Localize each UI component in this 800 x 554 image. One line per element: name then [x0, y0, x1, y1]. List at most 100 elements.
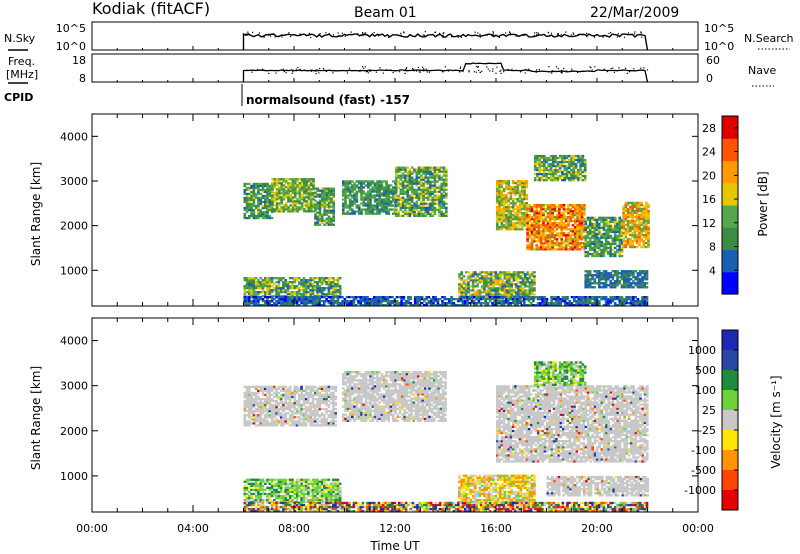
- heatmap-cell: [609, 244, 612, 248]
- heatmap-cell: [511, 302, 515, 305]
- heatmap-cell: [566, 296, 569, 299]
- heatmap-cell: [296, 202, 299, 205]
- heatmap-cell: [250, 198, 253, 202]
- heatmap-cell: [538, 170, 541, 174]
- heatmap-cell: [362, 202, 365, 205]
- heatmap-cell: [404, 168, 407, 171]
- heatmap-cell: [415, 168, 419, 171]
- heatmap-cell: [250, 184, 253, 188]
- heatmap-cell: [376, 182, 379, 185]
- heatmap-cell: [275, 277, 278, 280]
- heatmap-cell: [487, 281, 491, 284]
- heatmap-cell: [534, 296, 537, 299]
- heatmap-cell: [600, 274, 603, 277]
- heatmap-cell: [474, 277, 477, 280]
- heatmap-cell: [418, 296, 422, 299]
- heatmap-cell: [363, 300, 367, 303]
- heatmap-cell: [512, 283, 516, 286]
- heatmap-cell: [275, 304, 278, 307]
- heatmap-cell: [275, 190, 279, 193]
- heatmap-cell: [580, 228, 584, 231]
- heatmap-cell: [312, 178, 315, 181]
- heatmap-cell: [499, 275, 502, 278]
- heatmap-cell: [279, 302, 283, 305]
- heatmap-cell: [645, 217, 648, 221]
- heatmap-cell: [620, 272, 624, 275]
- heatmap-cell: [433, 206, 437, 209]
- heatmap-cell: [264, 182, 267, 186]
- heatmap-cell: [327, 215, 331, 218]
- heatmap-cell: [561, 174, 564, 178]
- heatmap-cell: [318, 219, 322, 222]
- heatmap-cell: [438, 214, 441, 217]
- heatmap-cell: [505, 208, 508, 211]
- heatmap-cell: [375, 304, 378, 307]
- heatmap-cell: [295, 298, 299, 301]
- heatmap-cell: [584, 238, 587, 242]
- heatmap-cell: [613, 218, 617, 221]
- heatmap-cell: [622, 213, 625, 217]
- heatmap-cell: [367, 208, 370, 211]
- heatmap-cell: [574, 222, 577, 225]
- heatmap-cell: [572, 179, 576, 182]
- heatmap-cell: [245, 186, 249, 190]
- heatmap-cell: [558, 156, 562, 160]
- heatmap-cell: [554, 296, 558, 299]
- heatmap-cell: [385, 200, 388, 203]
- heatmap-cell: [440, 196, 443, 199]
- heatmap-cell: [254, 296, 258, 299]
- heatmap-cell: [250, 212, 253, 216]
- heatmap-cell: [316, 285, 319, 288]
- heatmap-cell: [268, 289, 272, 292]
- heatmap-cell: [645, 237, 648, 241]
- heatmap-cell: [311, 279, 315, 282]
- heatmap-cell: [642, 225, 646, 229]
- heatmap-cell: [248, 403, 251, 407]
- heatmap-cell: [509, 212, 513, 215]
- heatmap-cell: [408, 202, 412, 205]
- heatmap-cell: [316, 219, 320, 222]
- heatmap-cell: [584, 270, 587, 273]
- heatmap-cell: [406, 174, 409, 177]
- heatmap-cell: [577, 172, 580, 176]
- heatmap-cell: [435, 180, 439, 183]
- heatmap-cell: [631, 217, 634, 221]
- heatmap-cell: [327, 201, 331, 204]
- heatmap-cell: [376, 184, 379, 187]
- heatmap-cell: [593, 234, 597, 238]
- heatmap-cell: [629, 219, 632, 223]
- heatmap-cell: [572, 168, 576, 172]
- heatmap-cell: [528, 281, 532, 284]
- heatmap-cell: [245, 196, 249, 200]
- heatmap-cell: [576, 208, 579, 211]
- heatmap-cell: [539, 236, 543, 239]
- heatmap-cell: [576, 242, 579, 245]
- heatmap-cell: [323, 201, 326, 204]
- heatmap-cell: [580, 238, 584, 241]
- heatmap-cell: [629, 205, 632, 209]
- heatmap-cell: [528, 204, 532, 207]
- heatmap-cell: [245, 291, 249, 294]
- heatmap-cell: [252, 403, 256, 407]
- heatmap-cell: [291, 283, 294, 286]
- heatmap-cell: [404, 190, 407, 193]
- heatmap-cell: [578, 212, 582, 215]
- heatmap-cell: [417, 176, 421, 179]
- heatmap-cell: [280, 192, 283, 195]
- heatmap-cell: [352, 304, 356, 307]
- noise-dot: [492, 32, 495, 34]
- heatmap-cell: [613, 236, 617, 240]
- heatmap-cell: [536, 174, 539, 178]
- heatmap-cell: [507, 187, 510, 191]
- heatmap-cell: [443, 296, 447, 299]
- heatmap-cell: [259, 287, 262, 290]
- noise-dot: [403, 31, 405, 33]
- heatmap-cell: [395, 208, 398, 211]
- heatmap-cell: [607, 222, 610, 225]
- heatmap-cell: [346, 212, 350, 215]
- heatmap-cell: [571, 232, 575, 235]
- heatmap-cell: [553, 218, 557, 221]
- heatmap-cell: [505, 206, 508, 209]
- heatmap-cell: [505, 275, 509, 278]
- heatmap-cell: [254, 416, 258, 419]
